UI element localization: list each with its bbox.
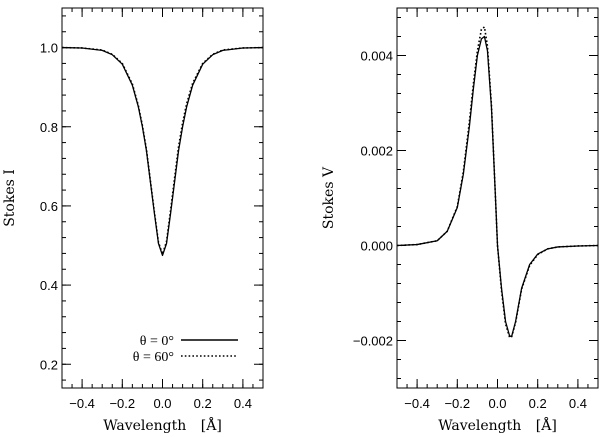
stokes-i-y-tick-label: 0.2 — [40, 357, 58, 372]
stokes-v-plot-frame — [396, 7, 599, 389]
stokes-i-y-axis-label: Stokes I — [2, 169, 18, 227]
stokes-v-y-tick-label: 0.004 — [360, 49, 393, 64]
stokes-v-x-tick-label: 0.2 — [529, 396, 547, 411]
stokes-i-x-tick-label: 0.4 — [234, 396, 252, 411]
stokes-i-y-tick-label: 0.6 — [40, 199, 58, 214]
stokes-i-x-axis-label-text: Wavelength — [103, 418, 186, 434]
stokes-i-series-theta-60-line — [61, 46, 264, 256]
stokes-v-x-axis-label: Wavelength [Å] — [438, 416, 557, 434]
stokes-i-series-theta-0-line — [61, 46, 264, 257]
legend-entry-theta-0-label: θ = 0° — [140, 334, 174, 349]
stokes-i-x-axis-unit: [Å] — [201, 416, 222, 434]
stokes-i-panel: −0.4 −0.2 0.0 0.2 0.4 0.2 0.4 0.6 0.8 1.0 Stokes … — [2, 7, 264, 434]
stokes-v-x-tick-label: −0.2 — [444, 396, 470, 411]
stokes-v-x-tick-label: 0.0 — [488, 396, 506, 411]
stokes-v-ticks: −0.4 −0.2 0.0 0.2 0.4 −0.002 0.000 0.002 0.004 — [353, 8, 599, 411]
stokes-i-x-tick-label: −0.4 — [69, 396, 95, 411]
stokes-i-y-tick-label: 1.0 — [40, 41, 58, 56]
stokes-v-y-tick-label: −0.002 — [353, 334, 393, 349]
legend-entry-theta-60-label: θ = 60° — [133, 350, 174, 365]
stokes-v-series-theta-60-line — [396, 26, 599, 338]
stokes-i-x-axis-label: Wavelength [Å] — [103, 416, 222, 434]
stokes-i-y-tick-label: 0.8 — [40, 120, 58, 135]
stokes-i-x-tick-label: 0.2 — [194, 396, 212, 411]
stokes-v-y-axis-label: Stokes V — [321, 166, 337, 229]
stokes-v-x-tick-label: −0.4 — [404, 396, 430, 411]
stokes-v-series — [396, 26, 599, 338]
stokes-v-panel: −0.4 −0.2 0.0 0.2 0.4 −0.002 0.000 0.002 0.004 S… — [321, 7, 599, 434]
stokes-i-x-tick-label: 0.0 — [153, 396, 171, 411]
stokes-i-y-tick-label: 0.4 — [40, 278, 58, 293]
stokes-i-x-tick-label: −0.2 — [109, 396, 135, 411]
stokes-i-series — [61, 46, 264, 257]
stokes-v-x-axis-unit: [Å] — [536, 416, 557, 434]
stokes-v-x-tick-label: 0.4 — [569, 396, 587, 411]
legend: θ = 0° θ = 60° — [133, 334, 238, 365]
stokes-v-x-axis-label-text: Wavelength — [438, 418, 521, 434]
stokes-v-series-theta-0-line — [396, 35, 599, 338]
stokes-i-ticks: −0.4 −0.2 0.0 0.2 0.4 0.2 0.4 0.6 0.8 1.0 — [40, 8, 264, 411]
stokes-v-y-tick-label: 0.002 — [360, 144, 393, 159]
stokes-v-y-tick-label: 0.000 — [360, 239, 393, 254]
stokes-i-plot-frame — [61, 7, 264, 389]
